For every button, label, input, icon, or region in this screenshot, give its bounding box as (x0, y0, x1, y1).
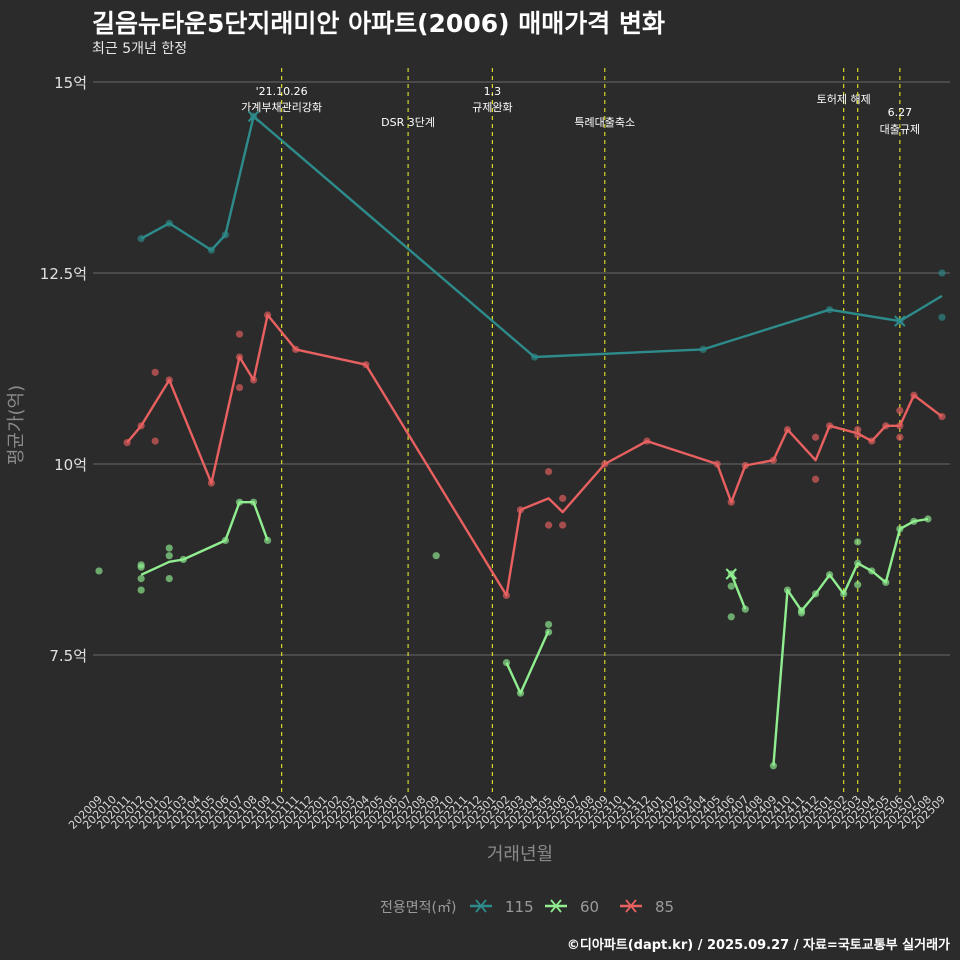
legend: 전용면적(㎡) 115 60 85 (380, 898, 674, 916)
series-line (140, 501, 269, 576)
data-point (854, 426, 862, 434)
event-label: 규제완화 (472, 101, 512, 114)
data-point (151, 368, 159, 376)
chart-subtitle: 최근 5개년 한정 (92, 41, 188, 57)
data-point (432, 552, 440, 560)
event-label: 대출규제 (880, 123, 920, 136)
event-label: 토허제 해제 (817, 92, 871, 106)
data-point (938, 313, 946, 321)
data-point (137, 586, 145, 594)
source-caption: ©디아파트(dapt.kr) / 2025.09.27 / 자료=국토교통부 실… (566, 938, 950, 953)
data-point (165, 575, 173, 583)
data-point (165, 552, 173, 560)
x-ticks: 2020092020102020112020122021012021022021… (66, 793, 948, 832)
data-point (854, 538, 862, 546)
data-point (235, 330, 244, 338)
data-point (797, 609, 806, 617)
data-point (151, 437, 159, 445)
event-label: 특례대출축소 (574, 116, 635, 129)
data-point (727, 582, 735, 590)
data-point (938, 269, 946, 277)
data-point (165, 544, 173, 552)
data-point (95, 567, 103, 575)
x-marker (247, 110, 260, 123)
y-grid: 7.5억 10억 12.5억 15억 (40, 74, 950, 665)
data-point (896, 433, 904, 441)
y-tick-label: 12.5억 (40, 265, 87, 283)
x-axis-title: 거래년월 (487, 844, 553, 865)
event-label: 가계부채관리강화 (241, 101, 322, 114)
data-point (727, 613, 735, 621)
chart-title: 길음뉴타운5단지래미안 아파트(2006) 매매가격 변화 (92, 9, 665, 38)
data-point (559, 521, 567, 529)
data-point (235, 384, 244, 392)
data-point (545, 521, 553, 529)
data-point (545, 620, 553, 629)
series-line (772, 517, 929, 766)
legend-item-60: 60 (545, 898, 599, 916)
legend-x-icon (550, 899, 562, 913)
data-point (811, 433, 820, 441)
event-label: '21.10.26 (256, 85, 308, 98)
series-line (505, 630, 550, 695)
legend-item-85: 85 (620, 898, 674, 916)
legend-label: 85 (655, 898, 674, 916)
y-tick-label: 7.5억 (49, 647, 87, 665)
x-markers (247, 110, 906, 580)
data-point (896, 406, 904, 415)
y-axis-title: 평균가(억) (6, 385, 27, 465)
legend-item-115: 115 (470, 898, 534, 916)
series-line (730, 573, 747, 610)
data-point (137, 575, 145, 583)
legend-x-icon (475, 899, 487, 913)
event-label: DSR 3단계 (381, 116, 435, 129)
series-line (126, 313, 943, 597)
legend-label: 115 (505, 898, 534, 916)
event-label: 1.3 (484, 85, 502, 98)
x-marker (725, 568, 737, 580)
series-85 (123, 311, 946, 600)
data-point (559, 494, 567, 502)
data-point (811, 475, 820, 483)
legend-label: 60 (580, 898, 599, 916)
series-line (140, 115, 943, 359)
data-point (854, 581, 862, 589)
series-115 (137, 112, 946, 361)
data-point (545, 468, 553, 476)
series-60 (95, 498, 932, 770)
y-tick-label: 15억 (54, 74, 87, 92)
legend-title: 전용면적(㎡) (380, 900, 456, 916)
y-tick-label: 10억 (54, 456, 87, 474)
data-point (137, 563, 145, 571)
x-marker (894, 315, 906, 327)
event-label: 6.27 (888, 106, 913, 119)
legend-x-icon (625, 899, 637, 913)
